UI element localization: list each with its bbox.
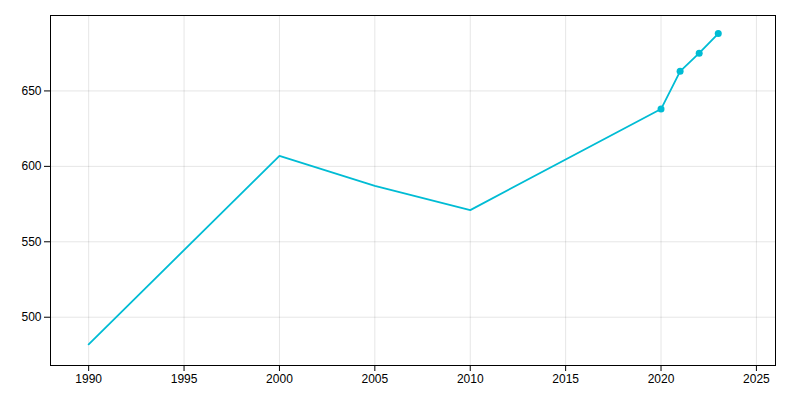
svg-text:650: 650 (21, 84, 41, 98)
svg-text:1990: 1990 (75, 372, 102, 386)
svg-text:2015: 2015 (552, 372, 579, 386)
svg-text:2005: 2005 (361, 372, 388, 386)
svg-text:1995: 1995 (171, 372, 198, 386)
svg-text:2020: 2020 (648, 372, 675, 386)
svg-text:600: 600 (21, 159, 41, 173)
svg-text:2025: 2025 (743, 372, 770, 386)
svg-text:2010: 2010 (457, 372, 484, 386)
svg-text:500: 500 (21, 310, 41, 324)
svg-text:550: 550 (21, 235, 41, 249)
svg-text:2000: 2000 (266, 372, 293, 386)
